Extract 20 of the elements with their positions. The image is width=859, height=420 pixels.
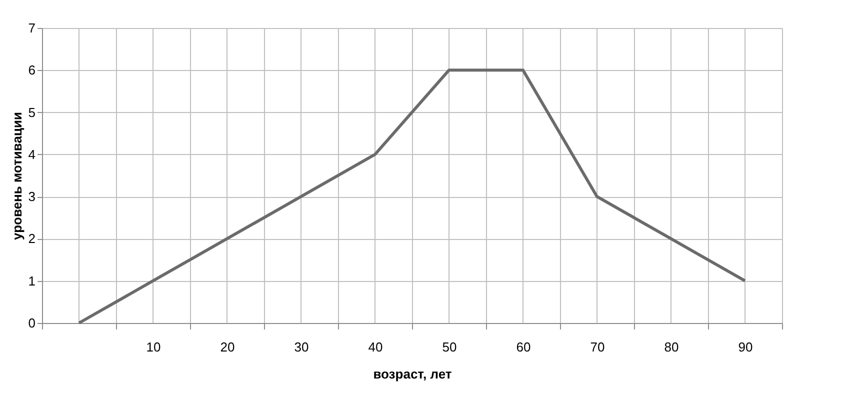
y-tick-label: 1 xyxy=(28,273,36,288)
x-tick-label: 70 xyxy=(590,340,605,354)
y-tick-label: 5 xyxy=(28,104,36,120)
y-tick-label: 0 xyxy=(28,316,36,330)
x-tick-label: 20 xyxy=(220,340,235,354)
line-series xyxy=(78,68,746,324)
y-tick-label: 6 xyxy=(28,62,36,78)
x-tick-label: 80 xyxy=(664,340,679,354)
x-tick-label: 30 xyxy=(294,340,309,354)
y-tick-label: 2 xyxy=(28,231,36,246)
x-tick-label: 50 xyxy=(442,340,457,354)
y-axis-title: уровень мотивации xyxy=(9,112,24,240)
y-tick-label: 7 xyxy=(28,20,36,36)
x-tick-label: 90 xyxy=(738,340,753,354)
y-tick-label: 3 xyxy=(28,189,36,204)
y-tick-label: 4 xyxy=(28,146,36,162)
x-tick-label: 60 xyxy=(516,340,531,354)
x-tick-label: 40 xyxy=(368,340,383,354)
x-tick-label: 10 xyxy=(146,340,161,354)
x-axis-title: возраст, лет xyxy=(373,366,452,382)
